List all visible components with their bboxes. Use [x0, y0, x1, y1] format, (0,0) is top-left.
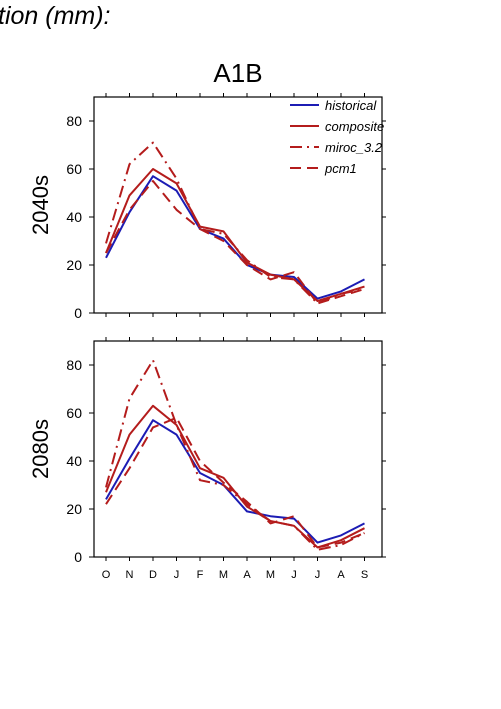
x-tick-label: A [243, 569, 251, 581]
partial-heading: tion (mm): [0, 2, 111, 30]
legend-label: miroc_3.2 [325, 140, 383, 155]
x-tick-label: J [315, 569, 321, 581]
series-line-historical [105, 419, 365, 544]
series-line-composite [105, 404, 365, 549]
x-tick-label: D [149, 569, 157, 581]
y-tick-label: 0 [74, 549, 82, 565]
y-tick-label: 0 [74, 305, 82, 321]
y-axis-label: 2080s [28, 419, 53, 479]
x-tick-label: F [197, 569, 204, 581]
y-tick-label: 60 [66, 161, 82, 177]
series-line-composite [105, 168, 365, 302]
x-tick-label: A [337, 569, 345, 581]
series-line-historical [105, 175, 365, 300]
y-tick-label: 40 [66, 453, 82, 469]
plot-frame [93, 340, 383, 558]
legend: historical composite miroc_3.2 pcm1 [290, 98, 384, 176]
y-tick-label: 60 [66, 405, 82, 421]
x-tick-label: J [291, 569, 297, 581]
legend-label: composite [325, 119, 384, 134]
panel-2080s: 0 20 40 60 80 2080s [28, 337, 386, 565]
y-tick-label: 20 [66, 501, 82, 517]
x-tick-label: N [126, 569, 134, 581]
chart-title: A1B [213, 58, 262, 88]
series-line-pcm1 [105, 416, 365, 549]
plot-frame [93, 96, 383, 314]
panel-2040s: 0 20 40 60 80 2040s [28, 93, 386, 321]
series-line-pcm1 [105, 180, 365, 305]
y-tick-label: 20 [66, 257, 82, 273]
panels: 0 20 40 60 80 2040s 0 20 40 60 80 2080s O N D J F M A M J J A S [28, 93, 386, 581]
y-tick-label: 80 [66, 357, 82, 373]
x-tick-label: J [174, 569, 180, 581]
x-tick-label: M [266, 569, 275, 581]
series-line-miroc-3-2 [105, 359, 365, 551]
legend-label: pcm1 [324, 161, 357, 176]
y-tick-label: 40 [66, 209, 82, 225]
x-tick-label: O [102, 569, 111, 581]
y-axis-label: 2040s [28, 175, 53, 235]
legend-label: historical [325, 98, 377, 113]
x-tick-label: S [361, 569, 368, 581]
x-tick-label: M [219, 569, 228, 581]
y-tick-label: 80 [66, 113, 82, 129]
